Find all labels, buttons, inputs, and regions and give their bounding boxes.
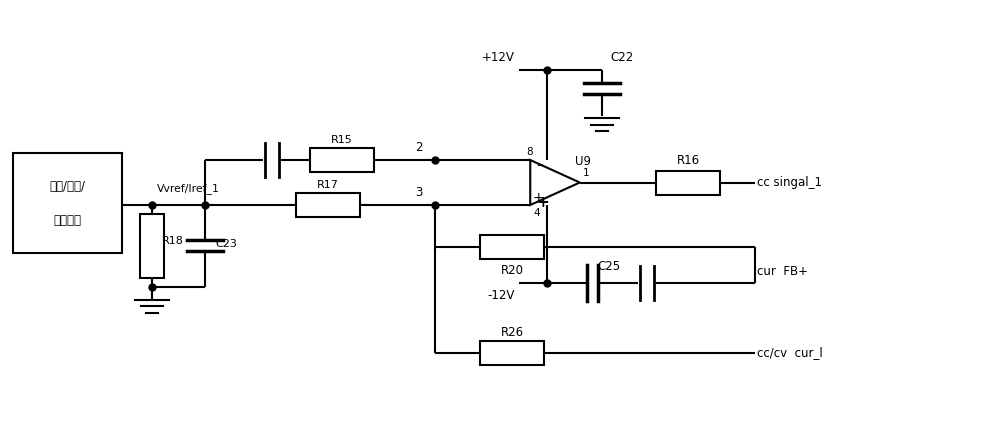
Bar — [140, 214, 164, 278]
Text: R26: R26 — [500, 326, 524, 339]
Text: C22: C22 — [610, 51, 633, 64]
Text: cc singal_1: cc singal_1 — [757, 176, 822, 189]
Text: R15: R15 — [331, 135, 353, 145]
Text: cur  FB+: cur FB+ — [757, 265, 808, 278]
Text: R20: R20 — [501, 264, 524, 277]
Text: +: + — [532, 191, 544, 205]
Text: cc/cv  cur_l: cc/cv cur_l — [757, 346, 823, 360]
Text: +12V: +12V — [482, 51, 515, 64]
Text: Vvref/Iref_1: Vvref/Iref_1 — [157, 183, 220, 194]
Bar — [13, 153, 122, 253]
Bar — [656, 170, 720, 195]
Bar — [480, 235, 544, 259]
Text: 2: 2 — [415, 141, 423, 154]
Text: 4: 4 — [534, 208, 540, 218]
Text: 8: 8 — [527, 147, 533, 157]
Bar — [310, 148, 374, 172]
Text: C23: C23 — [215, 239, 237, 249]
Text: -: - — [536, 156, 543, 172]
Bar — [296, 193, 360, 217]
Text: 功率给定: 功率给定 — [54, 213, 82, 227]
Text: R17: R17 — [317, 180, 339, 190]
Text: 1: 1 — [583, 167, 589, 178]
Text: -12V: -12V — [488, 289, 515, 302]
Text: 3: 3 — [416, 186, 423, 199]
Text: +: + — [536, 196, 549, 210]
Text: R16: R16 — [676, 155, 700, 167]
Text: R18: R18 — [162, 236, 184, 246]
Text: 电流/电阻/: 电流/电阻/ — [50, 179, 86, 193]
Bar — [480, 341, 544, 365]
Text: C25: C25 — [597, 260, 620, 273]
Text: U9: U9 — [575, 155, 591, 168]
